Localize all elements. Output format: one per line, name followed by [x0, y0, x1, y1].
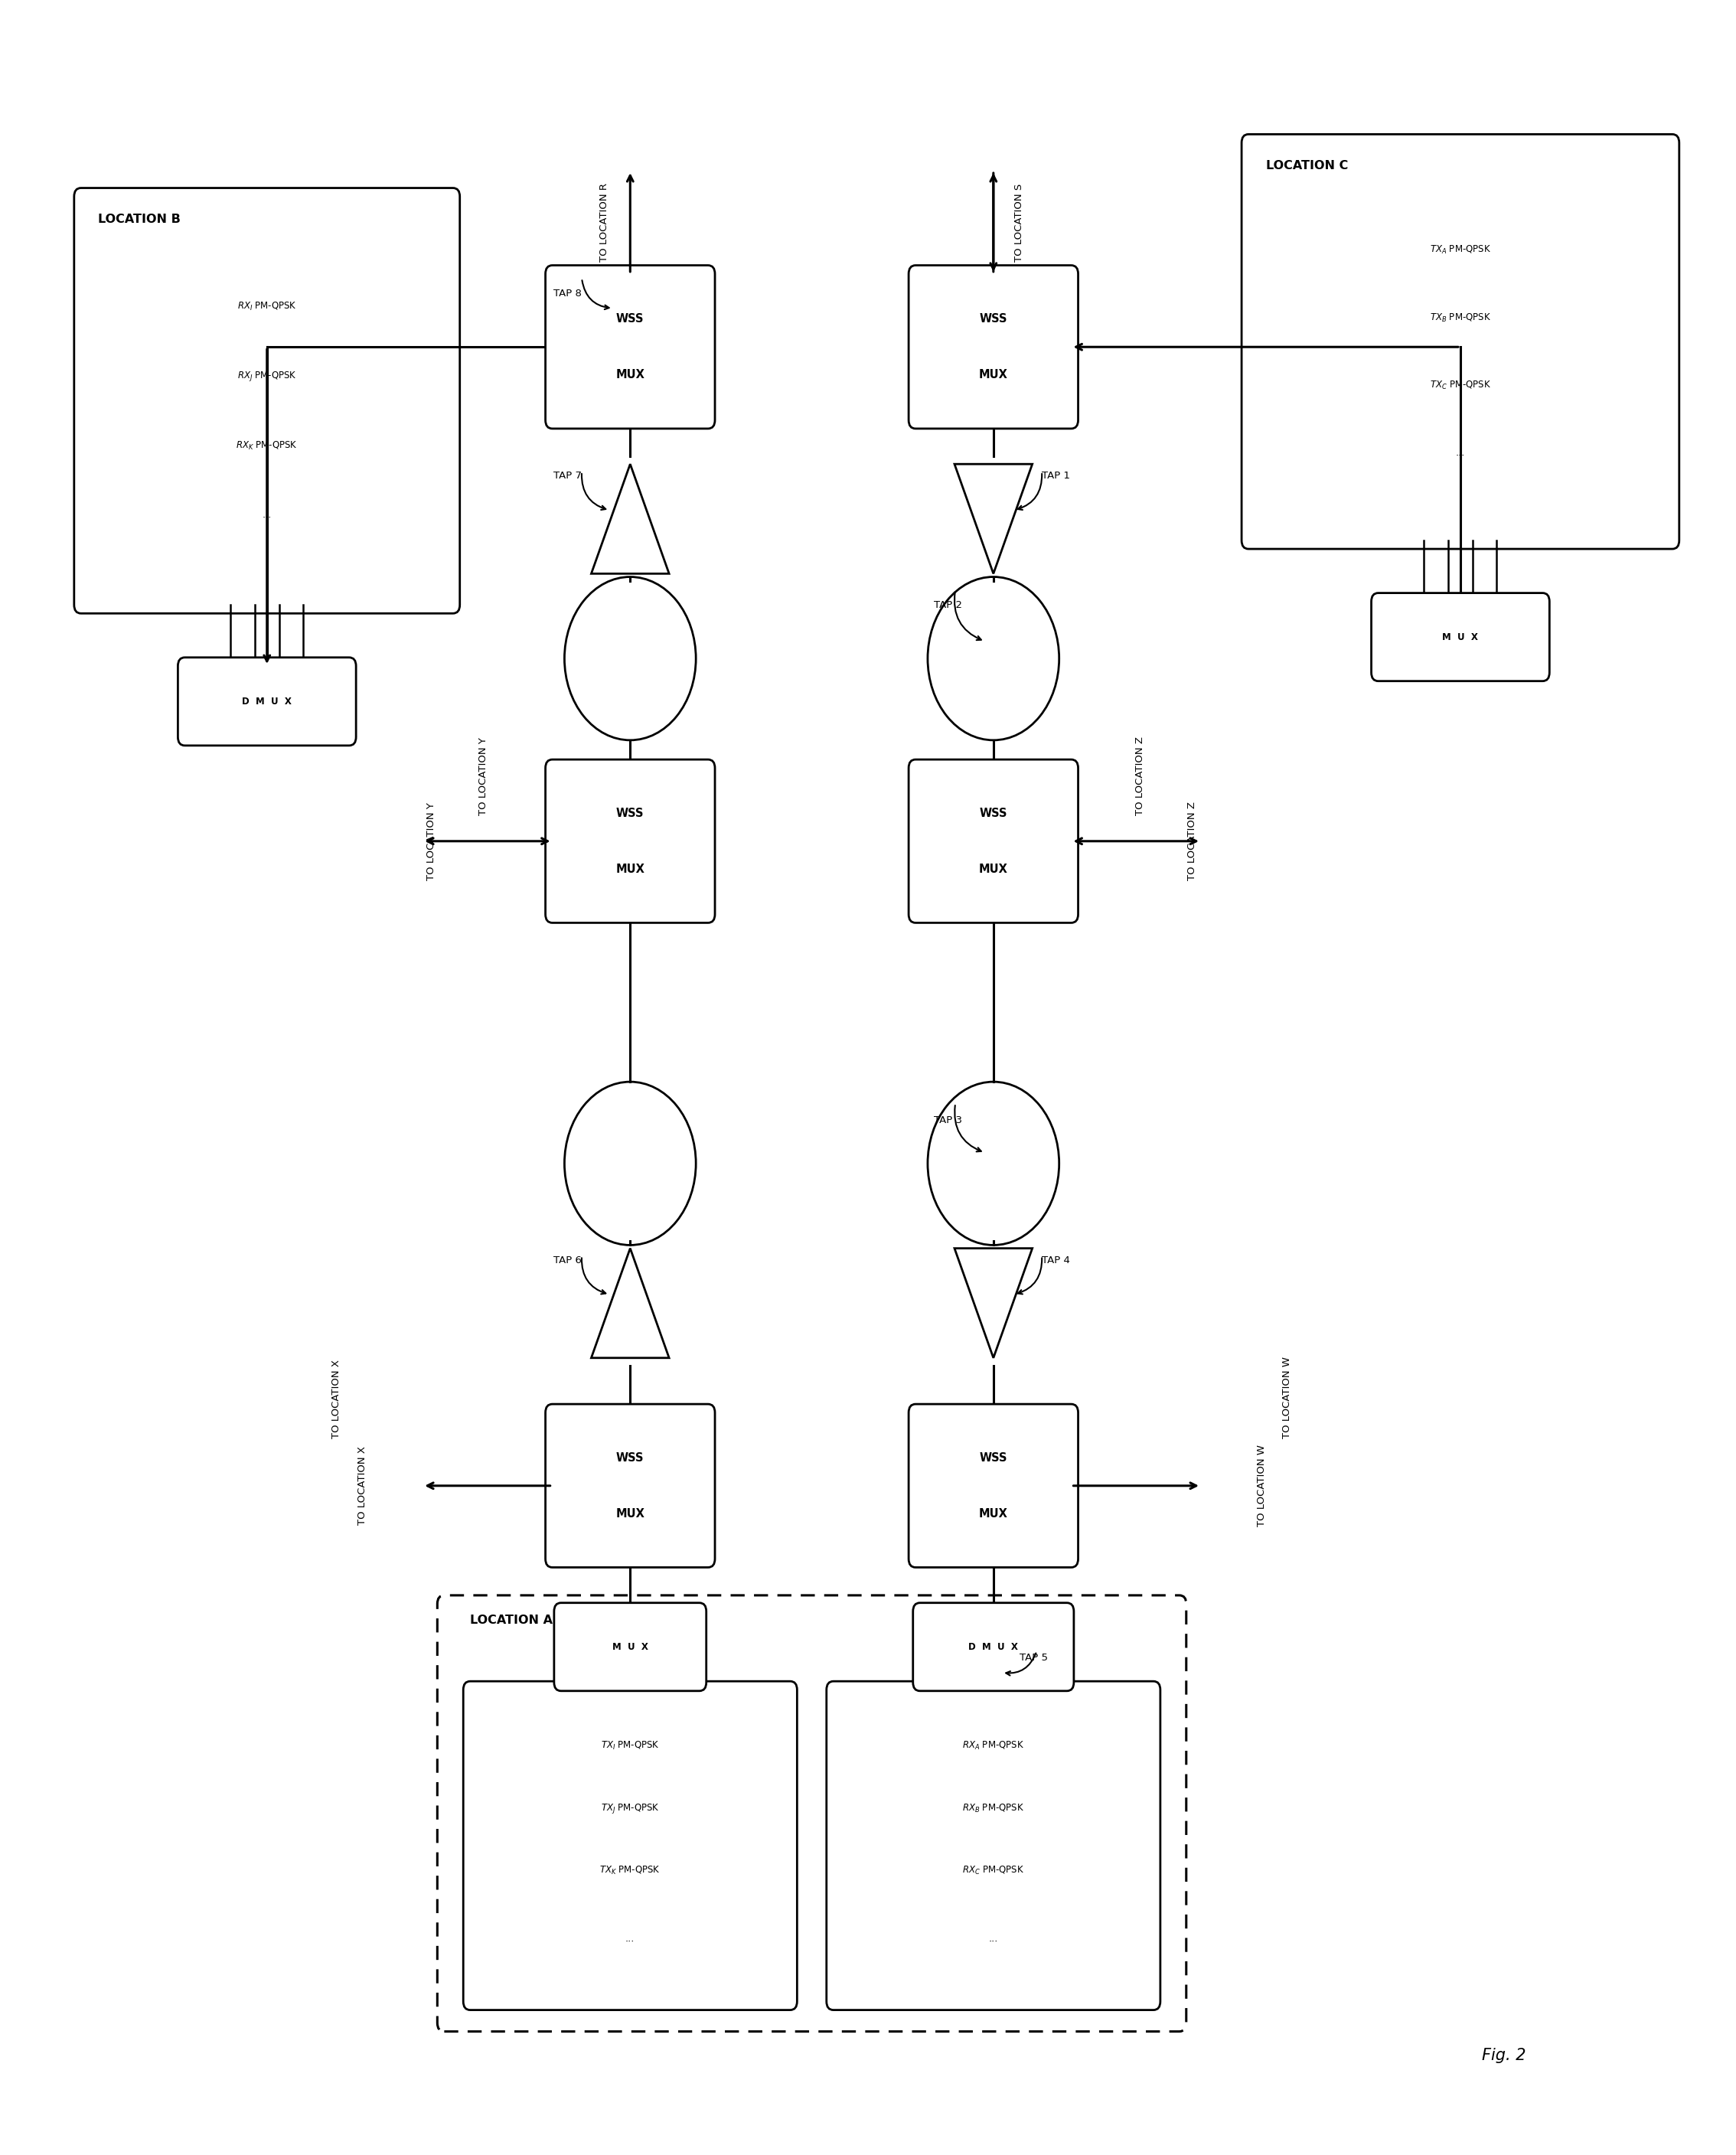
Text: $TX_I$ PM-QPSK: $TX_I$ PM-QPSK: [601, 1739, 660, 1752]
Text: TO LOCATION Y: TO LOCATION Y: [427, 802, 436, 879]
Text: LOCATION A: LOCATION A: [470, 1614, 552, 1627]
FancyBboxPatch shape: [908, 1405, 1078, 1567]
Text: $RX_K$ PM-QPSK: $RX_K$ PM-QPSK: [236, 440, 299, 450]
Text: MUX: MUX: [979, 864, 1009, 875]
FancyBboxPatch shape: [545, 265, 715, 429]
Text: $TX_B$ PM-QPSK: $TX_B$ PM-QPSK: [1430, 312, 1491, 323]
FancyBboxPatch shape: [913, 1603, 1075, 1692]
FancyBboxPatch shape: [177, 657, 356, 746]
Text: WSS: WSS: [979, 312, 1007, 325]
Text: $RX_C$ PM-QPSK: $RX_C$ PM-QPSK: [962, 1864, 1024, 1877]
FancyBboxPatch shape: [1241, 134, 1679, 550]
Text: TAP 5: TAP 5: [1019, 1653, 1047, 1664]
FancyBboxPatch shape: [545, 759, 715, 922]
Text: TO LOCATION R: TO LOCATION R: [599, 183, 609, 261]
Text: ...: ...: [625, 1935, 635, 1944]
Text: $TX_C$ PM-QPSK: $TX_C$ PM-QPSK: [1430, 379, 1491, 390]
Text: MUX: MUX: [616, 369, 644, 381]
Text: TAP 2: TAP 2: [934, 599, 962, 610]
Text: WSS: WSS: [616, 808, 644, 819]
Text: TAP 3: TAP 3: [934, 1116, 962, 1125]
FancyBboxPatch shape: [75, 187, 460, 614]
Text: TO LOCATION W: TO LOCATION W: [1283, 1355, 1292, 1440]
FancyBboxPatch shape: [1371, 593, 1550, 681]
Text: WSS: WSS: [979, 808, 1007, 819]
Text: TO LOCATION Z: TO LOCATION Z: [1187, 802, 1198, 881]
Text: WSS: WSS: [616, 312, 644, 325]
Text: WSS: WSS: [616, 1452, 644, 1463]
Text: LOCATION C: LOCATION C: [1266, 159, 1347, 172]
Text: TO LOCATION Z: TO LOCATION Z: [1135, 737, 1146, 815]
Text: $RX_J$ PM-QPSK: $RX_J$ PM-QPSK: [238, 371, 297, 384]
Text: D  M  U  X: D M U X: [241, 696, 292, 707]
Text: TO LOCATION X: TO LOCATION X: [358, 1446, 366, 1526]
Text: TO LOCATION X: TO LOCATION X: [332, 1360, 340, 1440]
Text: MUX: MUX: [979, 369, 1009, 381]
Text: $RX_B$ PM-QPSK: $RX_B$ PM-QPSK: [962, 1802, 1024, 1815]
Text: TO LOCATION Y: TO LOCATION Y: [477, 737, 488, 815]
FancyBboxPatch shape: [464, 1681, 797, 2011]
Text: LOCATION B: LOCATION B: [99, 213, 181, 226]
Text: TAP 7: TAP 7: [554, 472, 582, 481]
Text: MUX: MUX: [616, 864, 644, 875]
Text: $TX_A$ PM-QPSK: $TX_A$ PM-QPSK: [1430, 244, 1491, 256]
Text: WSS: WSS: [979, 1452, 1007, 1463]
Text: TAP 6: TAP 6: [554, 1254, 582, 1265]
FancyBboxPatch shape: [554, 1603, 707, 1692]
FancyBboxPatch shape: [545, 1405, 715, 1567]
Text: $TX_J$ PM-QPSK: $TX_J$ PM-QPSK: [601, 1802, 660, 1815]
Text: $RX_I$ PM-QPSK: $RX_I$ PM-QPSK: [238, 302, 297, 312]
Text: D  M  U  X: D M U X: [969, 1642, 1019, 1653]
Text: TO LOCATION S: TO LOCATION S: [1014, 183, 1024, 261]
Text: $RX_A$ PM-QPSK: $RX_A$ PM-QPSK: [962, 1739, 1024, 1752]
Text: ...: ...: [990, 1935, 998, 1944]
FancyBboxPatch shape: [908, 759, 1078, 922]
FancyBboxPatch shape: [908, 265, 1078, 429]
Text: ...: ...: [1457, 448, 1465, 457]
Text: TAP 1: TAP 1: [1042, 472, 1069, 481]
FancyBboxPatch shape: [826, 1681, 1160, 2011]
Text: $TX_K$ PM-QPSK: $TX_K$ PM-QPSK: [599, 1864, 661, 1877]
Text: MUX: MUX: [979, 1508, 1009, 1519]
Text: Fig. 2: Fig. 2: [1483, 2047, 1526, 2062]
Text: M  U  X: M U X: [613, 1642, 648, 1653]
Text: TAP 8: TAP 8: [554, 289, 582, 297]
FancyBboxPatch shape: [437, 1595, 1186, 2032]
Text: TAP 4: TAP 4: [1042, 1254, 1069, 1265]
Text: TO LOCATION W: TO LOCATION W: [1257, 1444, 1267, 1526]
Text: ...: ...: [262, 511, 273, 519]
Text: MUX: MUX: [616, 1508, 644, 1519]
Text: M  U  X: M U X: [1443, 631, 1479, 642]
